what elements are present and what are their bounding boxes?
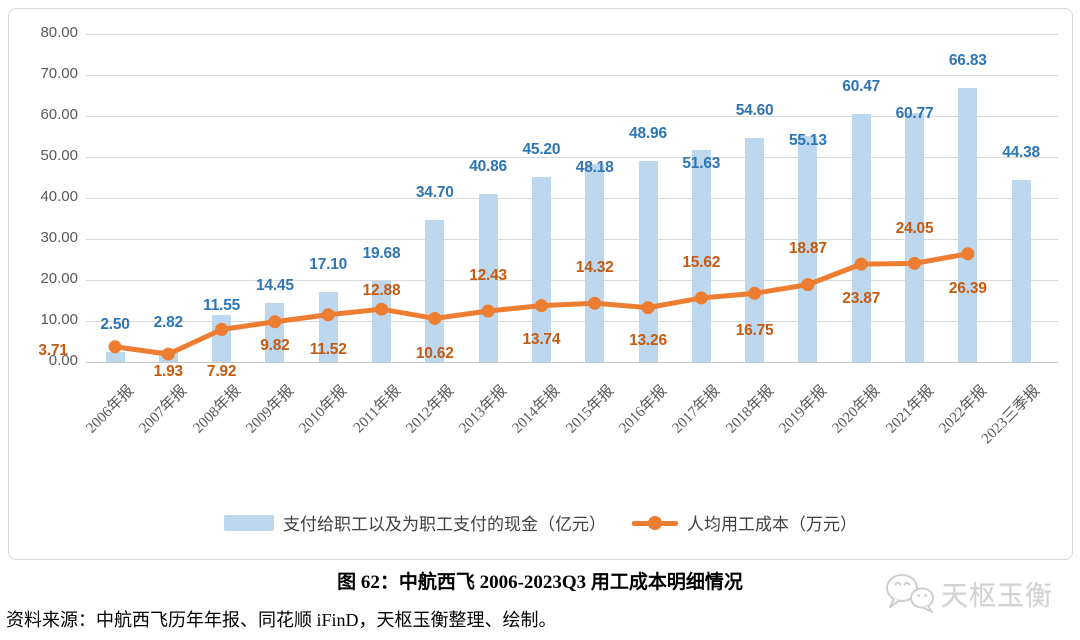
legend-line-label: 人均用工成本（万元）: [687, 515, 857, 534]
line-value-label: 15.62: [682, 253, 721, 271]
gridline: [86, 157, 1058, 158]
bar: [105, 351, 125, 362]
bar-value-label: 54.60: [735, 102, 774, 120]
bar: [212, 314, 232, 362]
bar-value-label: 14.45: [255, 276, 294, 294]
legend-item-bar: 支付给职工以及为职工支付的现金（亿元）: [224, 510, 606, 535]
watermark: 天枢玉衡: [884, 572, 1053, 614]
line-swatch-dot: [648, 515, 662, 530]
bar-value-label: 34.70: [415, 183, 454, 201]
legend-bar-label: 支付给职工以及为职工支付的现金（亿元）: [283, 515, 606, 534]
bar: [158, 350, 178, 362]
bar-value-label: 51.63: [682, 155, 721, 173]
legend: 支付给职工以及为职工支付的现金（亿元） 人均用工成本（万元）: [8, 510, 1073, 535]
bar-value-label: 44.38: [1002, 144, 1040, 162]
bar-value-label: 60.47: [842, 78, 881, 96]
y-axis-tick-label: 40.00: [40, 188, 78, 205]
bar-value-label: 60.77: [895, 104, 934, 122]
bar-value-label: 48.18: [575, 159, 614, 177]
line-value-label: 26.39: [948, 279, 987, 297]
gridline: [86, 116, 1058, 117]
bar: [1011, 180, 1031, 362]
line-value-label: 12.88: [362, 282, 401, 300]
bar-value-label: 55.13: [788, 131, 827, 149]
legend-item-line: 人均用工成本（万元）: [632, 510, 857, 535]
gridline: [86, 198, 1058, 199]
bar-value-label: 45.20: [522, 140, 561, 158]
y-axis-tick-label: 50.00: [40, 147, 78, 164]
bar-value-label: 11.55: [203, 296, 241, 314]
bar-value-label: 2.50: [100, 315, 130, 333]
gridline: [86, 239, 1058, 240]
y-axis-tick-label: 10.00: [40, 311, 78, 328]
line-value-label: 9.82: [260, 336, 290, 354]
line-value-label: 12.43: [469, 267, 507, 285]
source-note: 资料来源：中航西飞历年年报、同花顺 iFinD，天枢玉衡整理、绘制。: [6, 610, 557, 630]
gridline: [86, 34, 1058, 35]
line-value-label: 7.92: [206, 362, 237, 380]
y-axis-tick-label: 60.00: [40, 106, 78, 123]
line-value-label: 10.62: [415, 345, 454, 363]
line-value-label: 14.32: [575, 259, 614, 277]
bar-value-label: 2.82: [153, 314, 184, 332]
bar-value-label: 19.68: [362, 245, 401, 263]
y-axis-tick-label: 70.00: [40, 65, 78, 82]
y-axis-tick-label: 20.00: [40, 270, 78, 287]
line-value-label: 16.75: [735, 322, 774, 340]
bar-swatch: [224, 514, 274, 531]
gridline: [86, 362, 1058, 363]
bar-value-label: 17.10: [309, 255, 348, 273]
y-axis-tick-label: 30.00: [40, 229, 78, 246]
bar: [851, 114, 871, 362]
line-value-label: 23.87: [842, 290, 881, 308]
bar-value-label: 48.96: [629, 125, 667, 143]
bar: [425, 219, 445, 362]
line-value-label: 3.71: [38, 341, 68, 359]
bar-value-label: 66.83: [948, 51, 987, 69]
line-value-label: 13.26: [629, 331, 667, 349]
line-swatch: [632, 515, 678, 531]
y-axis-tick-label: 0.00: [48, 352, 78, 369]
y-axis-tick-label: 80.00: [40, 24, 78, 41]
line-value-label: 13.74: [522, 330, 561, 348]
line-value-label: 11.52: [309, 340, 347, 358]
line-value-label: 18.87: [788, 239, 827, 257]
wechat-logo-icon: [886, 574, 934, 613]
bar: [958, 87, 978, 362]
watermark-text: 天枢玉衡: [941, 580, 1053, 611]
figure-caption: 图 62：中航西飞 2006-2023Q3 用工成本明细情况: [337, 572, 743, 593]
bar-value-label: 40.86: [469, 158, 507, 176]
line-value-label: 1.93: [153, 363, 184, 381]
gridline: [86, 75, 1058, 76]
line-value-label: 24.05: [895, 220, 934, 238]
